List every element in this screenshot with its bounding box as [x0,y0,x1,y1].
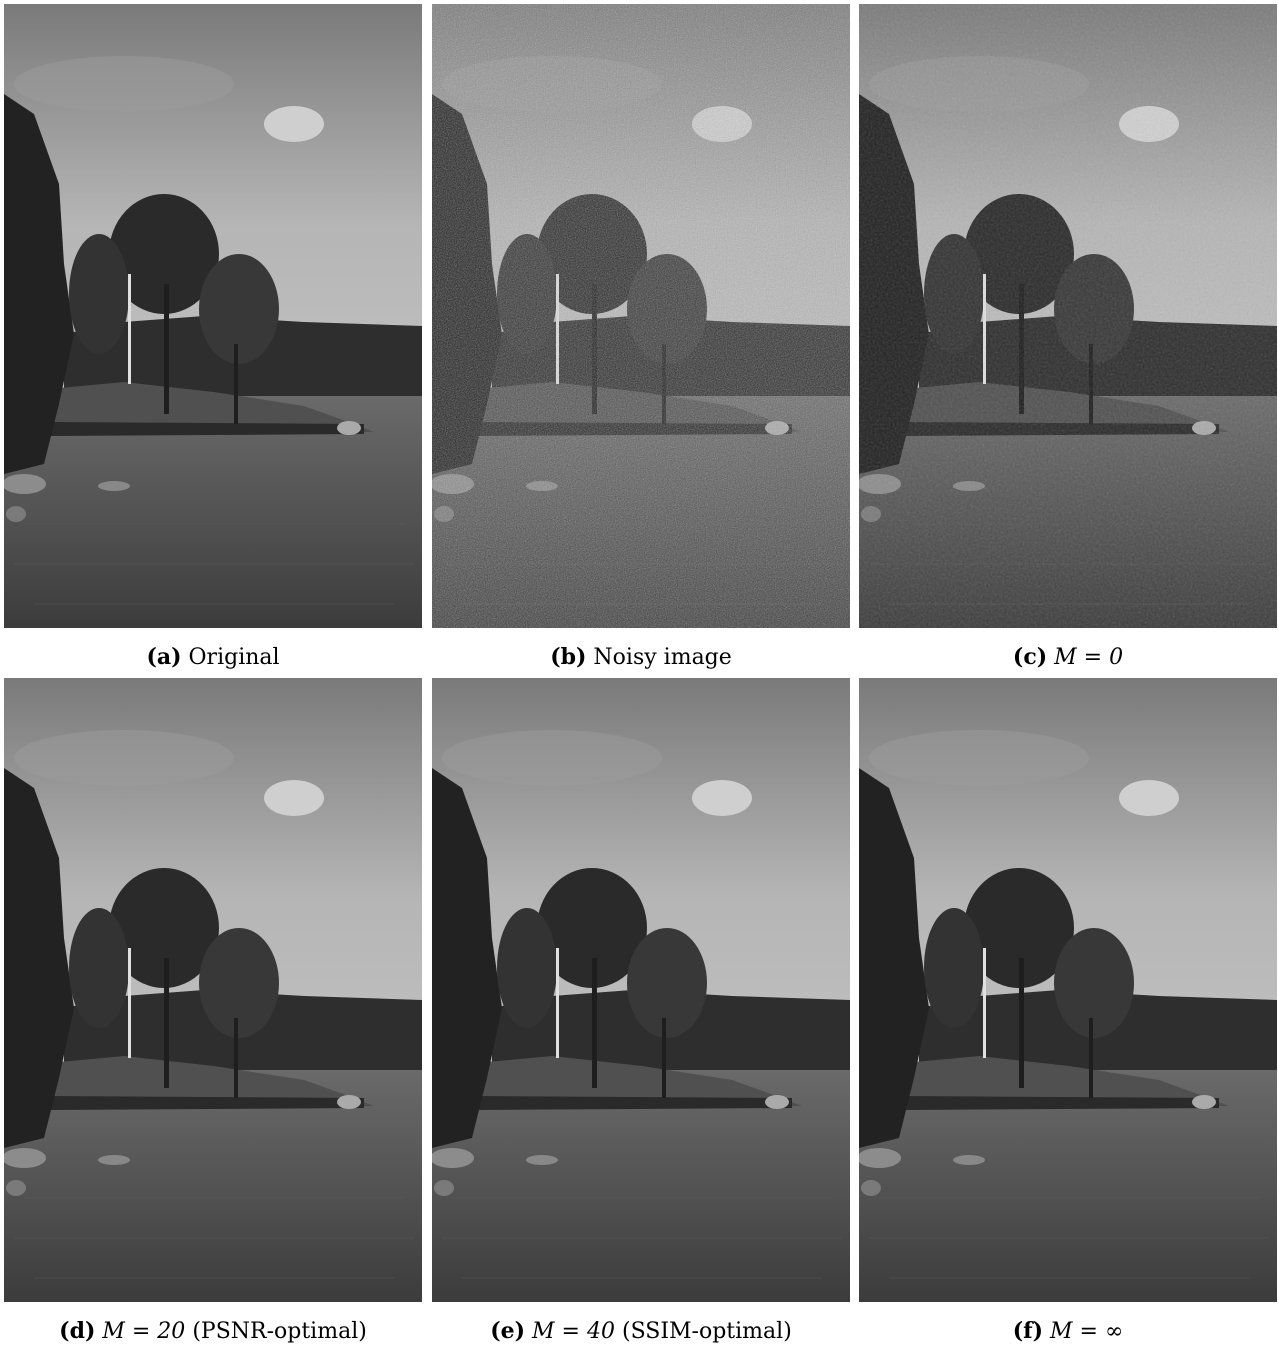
denoised-minf-image [859,678,1277,1302]
caption-b: (b) Noisy image [432,640,850,674]
caption-c: (c) M = 0 [859,640,1277,674]
caption-f-math: M = ∞ [1050,1319,1124,1344]
caption-d-tag: (d) [59,1318,96,1344]
caption-e-math: M = 40 [532,1319,615,1344]
caption-c-tag: (c) [1012,644,1048,670]
caption-e-text: (SSIM-optimal) [621,1319,792,1344]
caption-e: (e) M = 40 (SSIM-optimal) [432,1314,850,1348]
denoised-m40-image [432,678,850,1302]
caption-d: (d) M = 20 (PSNR-optimal) [4,1314,422,1348]
caption-f-tag: (f) [1012,1318,1043,1344]
caption-b-tag: (b) [550,644,587,670]
caption-d-text: (PSNR-optimal) [192,1319,367,1344]
caption-a-text: Original [188,645,280,670]
caption-d-math: M = 20 [102,1319,186,1344]
caption-a-tag: (a) [146,644,182,670]
caption-e-tag: (e) [490,1318,526,1344]
denoised-m0-image [859,4,1277,628]
original-image [4,4,422,628]
denoised-m20-image [4,678,422,1302]
caption-a: (a) Original [4,640,422,674]
caption-c-math: M = 0 [1054,645,1124,670]
caption-f: (f) M = ∞ [859,1314,1277,1348]
noisy-image [432,4,850,628]
caption-b-text: Noisy image [593,645,732,670]
